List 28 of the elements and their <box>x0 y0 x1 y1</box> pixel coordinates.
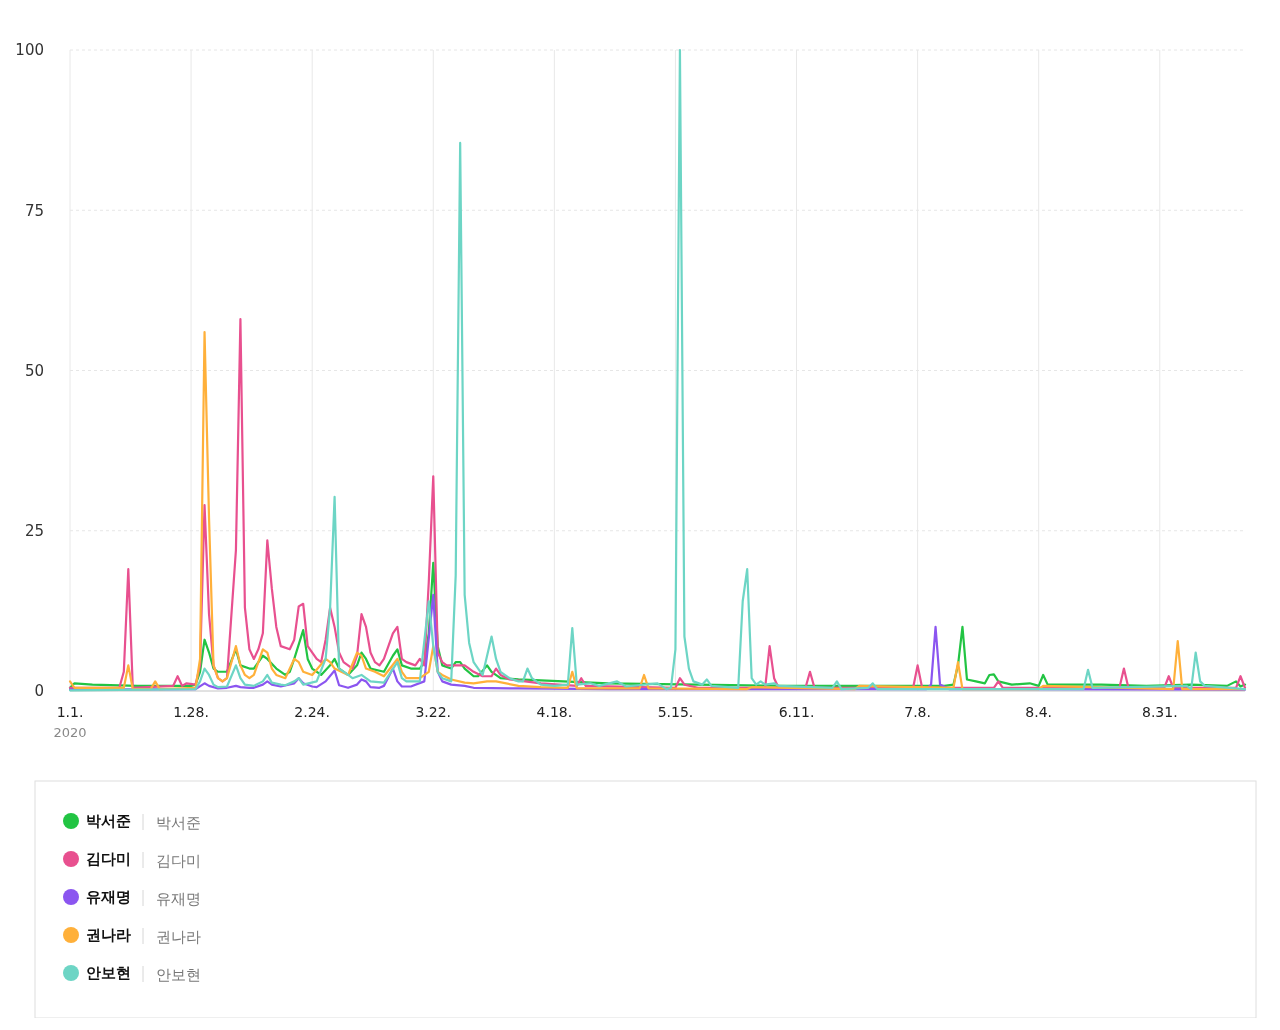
x-tick-label: 6.11. <box>778 704 815 720</box>
y-tick-label: 50 <box>24 361 44 380</box>
legend-label: 박서준 <box>86 812 131 831</box>
text: 권나라 <box>156 928 201 947</box>
legend-label: 안보현 <box>86 964 131 983</box>
text: 유재명 <box>156 890 201 909</box>
legend-label: 유재명 <box>86 888 131 907</box>
x-tick-label: 7.8. <box>904 704 931 720</box>
x-tick-label: 2.24. <box>294 704 330 720</box>
y-tick-label: 0 <box>34 682 44 701</box>
x-tick-label: 4.18. <box>536 704 573 720</box>
y-tick-label: 75 <box>24 201 44 220</box>
text: 안보현 <box>156 966 201 985</box>
x-tick-label: 5.15. <box>657 704 694 720</box>
x-tick-label: 8.4. <box>1025 704 1053 720</box>
x-tick-label: 3.22. <box>415 704 452 720</box>
line-series <box>68 48 1247 692</box>
y-tick-label: 25 <box>24 522 44 540</box>
line-series <box>68 561 1247 689</box>
text: 김다미 <box>156 852 201 871</box>
text: 박서준 <box>156 814 201 833</box>
text: 2020 <box>53 725 87 740</box>
legend-label: 김다미 <box>86 850 131 869</box>
y-tick-label: 100 <box>15 41 44 60</box>
x-tick-label: 1.1. <box>56 704 84 720</box>
x-tick-label: 8.31. <box>1141 704 1178 720</box>
legend-label: 권나라 <box>86 926 131 945</box>
x-tick-label: 1.28. <box>173 704 209 720</box>
